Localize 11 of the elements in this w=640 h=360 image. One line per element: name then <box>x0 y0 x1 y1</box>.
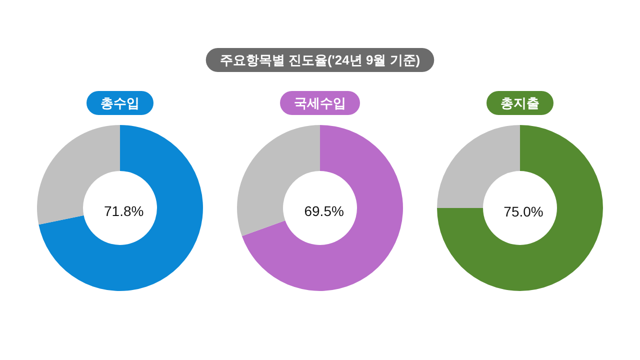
chart-title: 총지출 <box>500 96 540 111</box>
donut-slice <box>38 125 203 291</box>
data-label: 71.8% <box>104 203 144 220</box>
data-label: 69.5% <box>304 202 344 219</box>
chart-title: 국세수입 <box>294 96 346 111</box>
text: 주요항목별 진도율('24년 9월 기준) <box>220 52 420 68</box>
chart-title: 총수입 <box>100 96 140 111</box>
data-label: 75.0% <box>504 204 544 220</box>
donut-slice <box>437 125 603 291</box>
donut-slice <box>242 125 403 291</box>
donut-slice <box>437 125 520 208</box>
